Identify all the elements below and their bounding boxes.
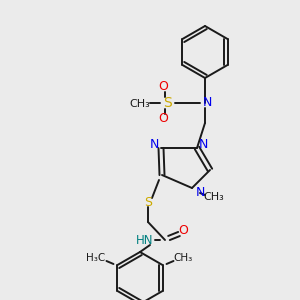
- Text: N: N: [202, 97, 212, 110]
- Text: N: N: [149, 139, 159, 152]
- Text: HN: HN: [136, 233, 154, 247]
- Text: O: O: [158, 112, 168, 125]
- Text: CH₃: CH₃: [173, 253, 192, 263]
- Text: N: N: [195, 185, 205, 199]
- Text: S: S: [164, 96, 172, 110]
- Text: N: N: [198, 139, 208, 152]
- Text: O: O: [178, 224, 188, 236]
- Text: CH₃: CH₃: [130, 99, 150, 109]
- Text: H₃C: H₃C: [86, 253, 105, 263]
- Text: O: O: [158, 80, 168, 94]
- Text: CH₃: CH₃: [204, 192, 224, 202]
- Text: S: S: [144, 196, 152, 208]
